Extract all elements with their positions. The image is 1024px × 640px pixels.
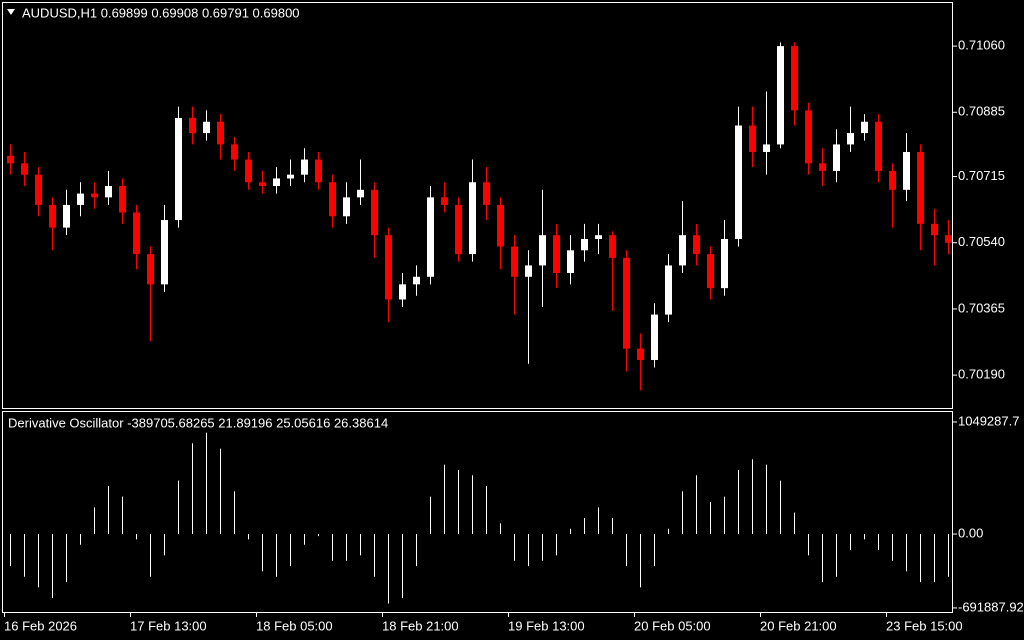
candle-body [217, 121, 224, 145]
candle-body [161, 220, 168, 285]
candle-body [469, 182, 476, 255]
candle-body [133, 212, 140, 255]
candle-body [861, 121, 868, 134]
candle-body [385, 235, 392, 300]
candle-body [875, 121, 882, 171]
candle-body [917, 151, 924, 224]
candle-body [175, 117, 182, 221]
candle-body [287, 174, 294, 179]
candle-body [189, 117, 196, 134]
candle-body [511, 246, 518, 277]
candle-body [693, 235, 700, 255]
x-tick-label: 18 Feb 05:00 [256, 618, 333, 633]
candle-body [903, 151, 910, 190]
candle-body [315, 159, 322, 183]
candle-body [91, 193, 98, 198]
candle-body [497, 204, 504, 247]
candle-body [329, 182, 336, 217]
candle-body [637, 348, 644, 360]
candle-body [371, 189, 378, 236]
y-tick-label: -691887.92 [958, 599, 1024, 614]
oscillator-panel-frame [2, 411, 953, 613]
y-tick-label: 0.71060 [958, 38, 1005, 53]
candle-body [301, 159, 308, 175]
candle-body [273, 178, 280, 187]
candle-body [567, 250, 574, 273]
candle-body [595, 235, 602, 239]
x-tick-label: 23 Feb 15:00 [886, 618, 963, 633]
indicator-header: Derivative Oscillator -389705.68265 21.8… [8, 415, 388, 430]
candle-body [63, 204, 70, 228]
candle-body [763, 144, 770, 152]
x-tick-label: 16 Feb 2026 [4, 618, 77, 633]
x-tick-label: 18 Feb 21:00 [382, 618, 459, 633]
candle-body [777, 46, 784, 145]
candle-body [441, 197, 448, 205]
candle-body [35, 174, 42, 205]
candle-body [203, 121, 210, 134]
candle-body [525, 265, 532, 277]
y-tick-label: 1049287.7 [958, 413, 1019, 428]
candle-body [707, 254, 714, 289]
candle-body [665, 265, 672, 315]
symbol-dropdown-icon[interactable] [7, 9, 15, 15]
x-tick-label: 19 Feb 13:00 [508, 618, 585, 633]
candle-body [7, 155, 14, 164]
candle-body [931, 223, 938, 236]
candle-body [413, 276, 420, 285]
candle-body [399, 284, 406, 300]
candle-body [553, 235, 560, 273]
candle-body [105, 186, 112, 198]
candle-body [833, 144, 840, 171]
candle-body [245, 159, 252, 183]
y-tick-label: 0.00 [958, 525, 983, 540]
candle-body [805, 110, 812, 164]
candle-body [259, 182, 266, 187]
y-tick-label: 0.70540 [958, 234, 1005, 249]
candle-body [819, 163, 826, 171]
x-tick-label: 20 Feb 05:00 [634, 618, 711, 633]
y-tick-label: 0.70190 [958, 367, 1005, 382]
y-tick-label: 0.70365 [958, 300, 1005, 315]
candle-body [427, 197, 434, 277]
y-tick-label: 0.70715 [958, 168, 1005, 183]
candle-body [945, 235, 952, 243]
candle-body [455, 204, 462, 255]
candle-body [231, 144, 238, 160]
candle-body [889, 170, 896, 190]
candle-body [77, 193, 84, 205]
candle-body [609, 235, 616, 258]
candle-body [651, 314, 658, 360]
candle-body [49, 204, 56, 228]
candle-body [581, 238, 588, 251]
candle-body [847, 133, 854, 145]
candle-body [119, 186, 126, 213]
candle-body [623, 257, 630, 349]
candle-body [147, 254, 154, 285]
x-tick-label: 20 Feb 21:00 [760, 618, 837, 633]
candle-body [21, 163, 28, 175]
x-tick-label: 17 Feb 13:00 [130, 618, 207, 633]
candle-body [343, 197, 350, 217]
candle-body [483, 182, 490, 205]
y-tick-label: 0.70885 [958, 104, 1005, 119]
candle-body [749, 125, 756, 152]
candle-body [357, 189, 364, 198]
candle-body [735, 125, 742, 239]
candle-body [679, 235, 686, 266]
price-panel-frame [2, 2, 953, 409]
candle-body [791, 46, 798, 111]
candle-body [539, 235, 546, 266]
symbol-header: AUDUSD,H1 0.69899 0.69908 0.69791 0.6980… [22, 5, 300, 20]
candle-body [721, 238, 728, 289]
